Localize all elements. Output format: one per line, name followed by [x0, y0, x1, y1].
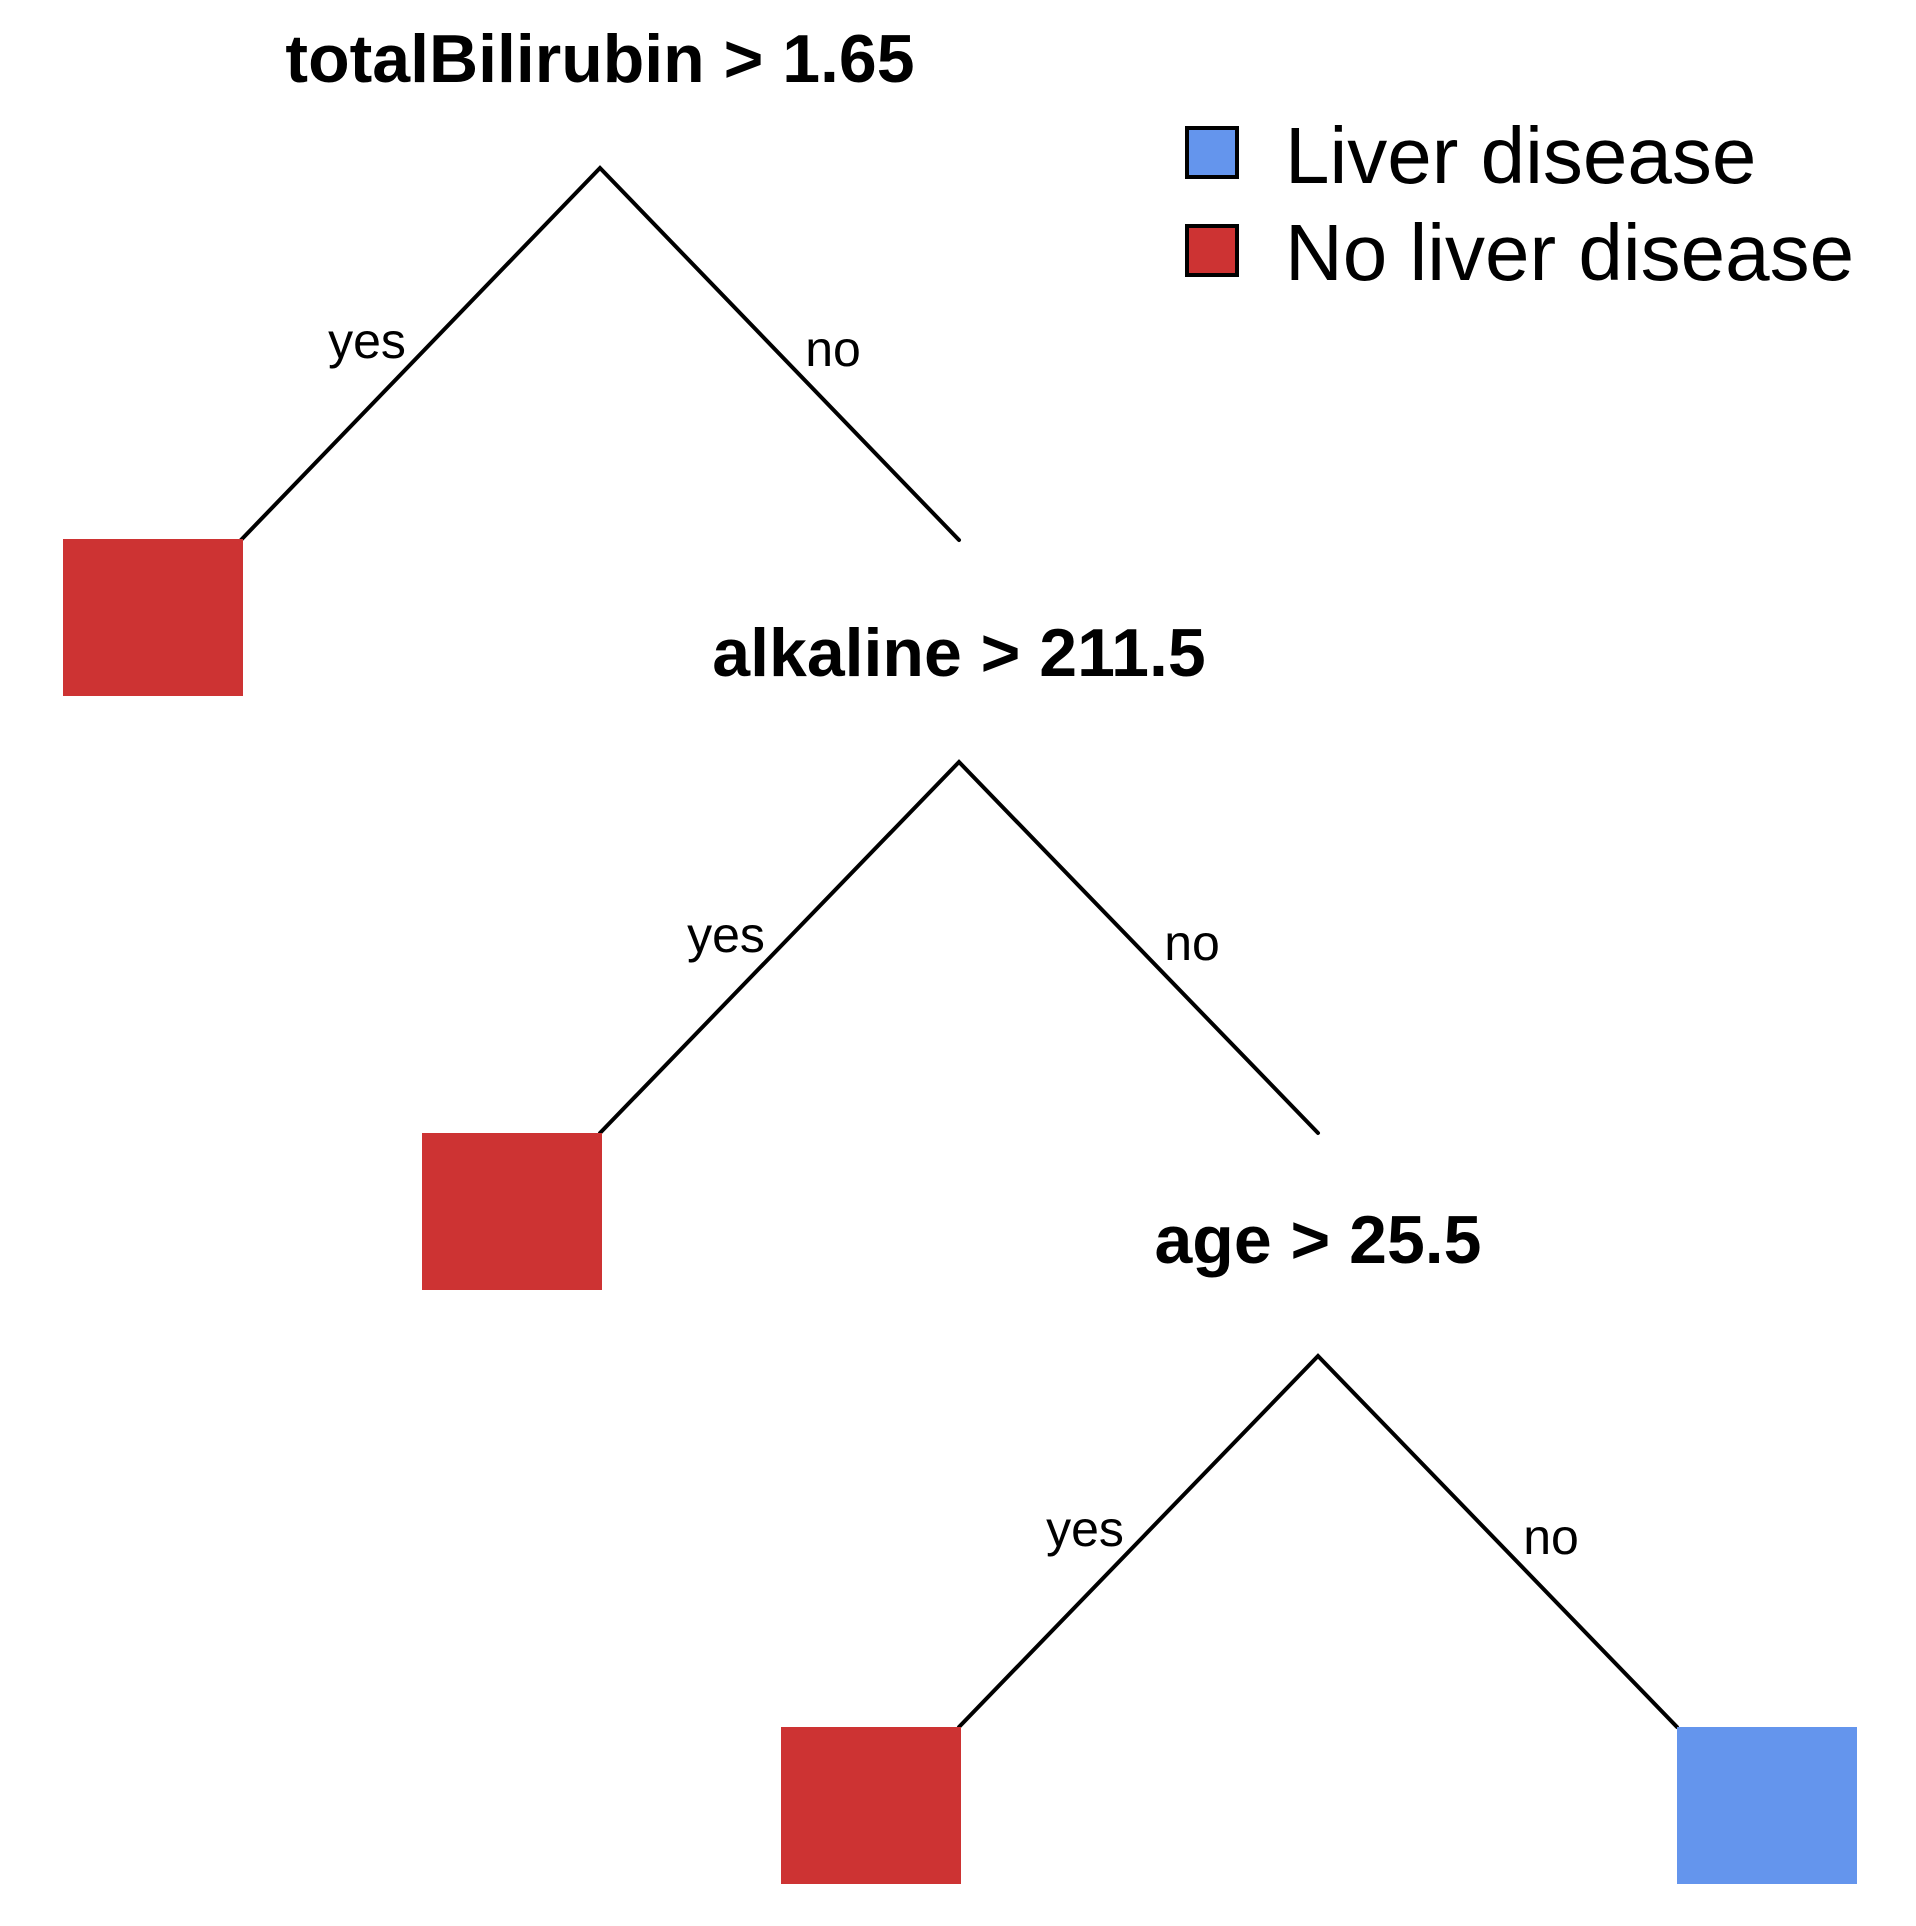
split-1-yes-label: yes — [328, 313, 406, 369]
split-3-yes-label: yes — [1046, 1501, 1124, 1557]
legend-label-no-liver-disease: No liver disease — [1285, 208, 1854, 297]
split-3-no-label: no — [1523, 1509, 1579, 1565]
split-1-condition: totalBilirubin > 1.65 — [285, 21, 914, 97]
leaf-node-3 — [781, 1727, 961, 1884]
leaf-node-4 — [1677, 1727, 1857, 1884]
leaf-node-1 — [63, 539, 243, 696]
legend: Liver disease No liver disease — [1185, 111, 1854, 297]
legend-swatch-liver-disease — [1185, 126, 1239, 179]
split-2-branches — [598, 759, 1320, 1135]
split-3-branches — [957, 1353, 1679, 1729]
split-node-3: age > 25.5 yes no — [957, 1202, 1679, 1729]
split-node-2: alkaline > 211.5 yes no — [598, 615, 1320, 1135]
legend-swatch-no-liver-disease — [1185, 224, 1239, 277]
legend-label-liver-disease: Liver disease — [1285, 111, 1756, 200]
split-2-no-label: no — [1164, 915, 1220, 971]
split-1-no-label: no — [805, 321, 861, 377]
leaf-node-2 — [422, 1133, 602, 1290]
split-2-condition: alkaline > 211.5 — [712, 615, 1205, 691]
split-2-yes-label: yes — [687, 907, 765, 963]
split-node-1: totalBilirubin > 1.65 yes no — [239, 21, 961, 542]
split-1-branches — [239, 165, 961, 542]
split-3-condition: age > 25.5 — [1154, 1202, 1481, 1278]
